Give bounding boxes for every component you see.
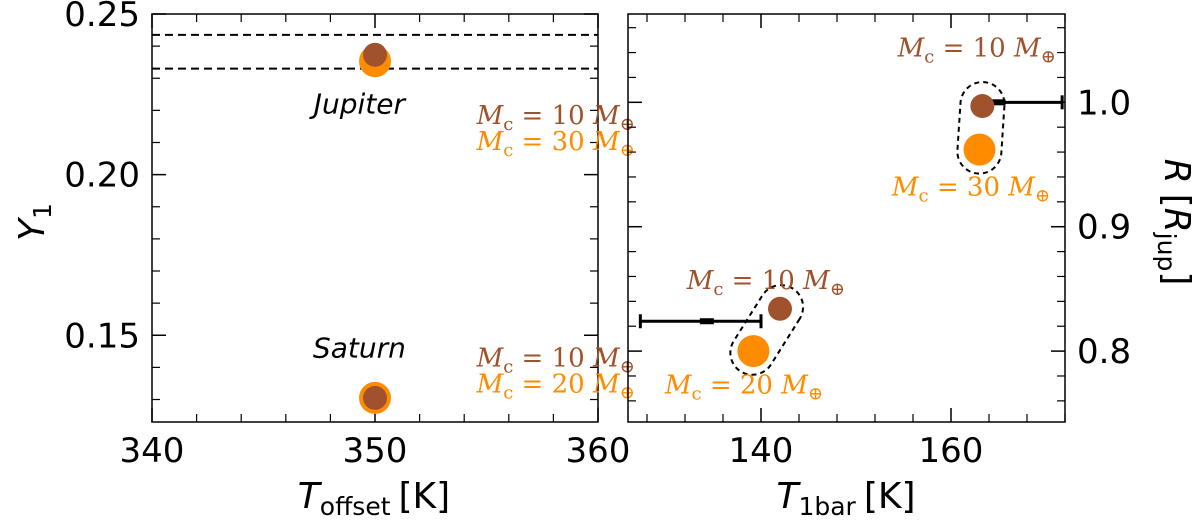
y-tick-label: 0.15: [64, 316, 140, 356]
observation-point: [991, 99, 1006, 106]
left-panel: 340 350 360 0.15 0.20 0.25 Jupiter Saturn Mc = 1…: [64, 0, 634, 471]
core-mass-annotation: Mc = 30 M⊕: [891, 173, 1050, 207]
x-tick-label: 350: [343, 431, 408, 471]
core-mass-annotation: Mc = 10 M⊕: [897, 33, 1056, 67]
y-tick-label: 0.9: [1077, 208, 1131, 248]
y-tick-label: 1.0: [1077, 83, 1131, 123]
right-x-axis-label: T1bar [K]: [776, 476, 915, 521]
planet-label-jupiter: Jupiter: [309, 88, 407, 121]
right-y-axis-label: R[Rjup]: [1152, 159, 1197, 286]
plot-frame: [627, 13, 1066, 423]
model-point-10-core: [363, 42, 387, 67]
planet-label-saturn: Saturn: [313, 332, 406, 365]
x-tick-label: 140: [729, 431, 794, 471]
model-point-10-core: [768, 296, 792, 321]
left-y-axis-label: Y1: [12, 203, 57, 241]
core-mass-annotation: Mc = 10 M⊕: [686, 266, 845, 300]
core-mass-annotation: Mc = 10 M⊕: [476, 344, 635, 378]
model-point-high-core: [963, 133, 996, 166]
model-point-10-core: [363, 385, 387, 410]
right-panel: 140 160 0.8 0.9 1.0 Mc = 10 M⊕ Mc = 20 M⊕ Mc = …: [627, 13, 1131, 471]
model-point-high-core: [737, 335, 770, 368]
y-tick-label: 0.25: [64, 0, 140, 35]
x-tick-label: 160: [919, 431, 984, 471]
core-mass-annotation: Mc = 30 M⊕: [476, 127, 635, 161]
left-x-axis-label: Toffset [K]: [298, 476, 450, 521]
core-mass-annotation: Mc = 10 M⊕: [476, 101, 635, 135]
x-tick-label: 360: [566, 431, 631, 471]
model-grouping-outline: [729, 284, 805, 376]
x-tick-label: 340: [120, 431, 185, 471]
observation-point: [699, 318, 714, 325]
core-mass-annotation: Mc = 20 M⊕: [664, 370, 823, 404]
model-point-10-core: [970, 94, 995, 119]
model-grouping-outline: [956, 81, 1006, 175]
y-tick-label: 0.20: [64, 156, 140, 196]
core-mass-annotation: Mc = 20 M⊕: [476, 369, 635, 403]
y-tick-label: 0.8: [1077, 332, 1131, 372]
